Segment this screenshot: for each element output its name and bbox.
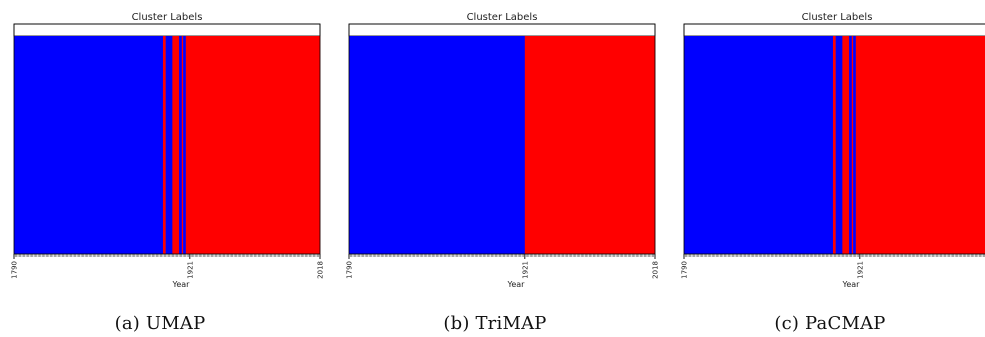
tick-label-1921: 1921 [186,261,194,279]
year-ticks [348,254,656,257]
tick-label-1790: 1790 [346,261,354,279]
cluster-segment [181,36,184,254]
cluster-segment [172,36,180,254]
chart-title: Cluster Labels [467,12,538,23]
x-axis-label: Year [172,280,191,289]
cluster-segment [684,36,834,254]
cluster-segment [842,36,850,254]
chart-title: Cluster Labels [802,12,873,23]
cluster-segment [14,36,164,254]
title-strip [683,23,985,37]
caption-pacmap: (c) PaCMAP [774,313,886,334]
cluster-segment [185,36,321,254]
title-strip [13,23,321,37]
title-strip [348,23,656,37]
caption-trimap: (b) TriMAP [443,313,547,334]
chart-umap: Cluster Labels 1790 1921 2018 Year [11,12,325,289]
cluster-segment [853,36,857,254]
cluster-segment [849,36,853,254]
chart-title: Cluster Labels [132,12,203,23]
tick-label-1790: 1790 [11,261,19,279]
cluster-segment [524,36,656,254]
tick-label-1790: 1790 [681,261,689,279]
cluster-segment [183,36,187,254]
tick-label-1921: 1921 [856,261,864,279]
caption-umap: (a) UMAP [114,313,206,334]
cluster-segment [835,36,843,254]
panel-umap: Cluster Labels 1790 1921 2018 Year (a) UMAP [0,0,325,337]
year-ticks [13,254,321,257]
cluster-segment [179,36,183,254]
tick-label-1921: 1921 [521,261,529,279]
x-axis-label: Year [507,280,526,289]
cluster-segment [855,36,985,254]
cluster-segment [832,36,836,254]
cluster-segment [851,36,854,254]
panel-trimap: Cluster Labels 1790 1921 2018 Year (b) TriMA… [335,0,660,337]
tick-label-2018: 2018 [317,261,325,279]
chart-trimap: Cluster Labels 1790 1921 2018 Year [346,12,660,289]
cluster-segment [165,36,173,254]
tick-label-2018: 2018 [652,261,660,279]
x-axis-label: Year [842,280,861,289]
year-ticks [683,254,985,257]
cluster-segment [349,36,526,254]
cluster-segment [162,36,166,254]
